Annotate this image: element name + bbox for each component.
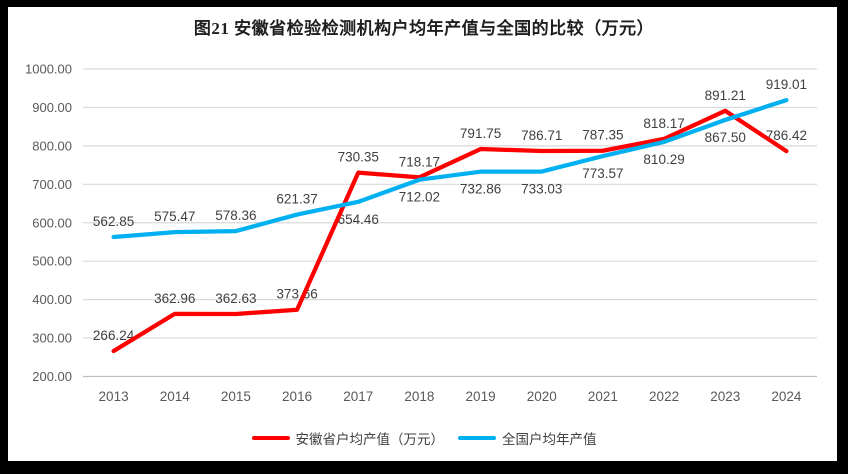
x-tick-label: 2014 <box>160 389 191 404</box>
y-tick-label: 700.00 <box>32 177 72 192</box>
legend-item-anhui: 安徽省户均产值（万元） <box>251 428 445 448</box>
y-tick-label: 300.00 <box>32 331 72 346</box>
legend-swatch-anhui <box>251 436 290 440</box>
data-label-anhui: 373.66 <box>276 287 317 302</box>
data-label-anhui: 718.17 <box>399 154 440 169</box>
y-tick-label: 900.00 <box>32 100 72 115</box>
data-label-national: 810.29 <box>643 152 684 167</box>
y-tick-label: 500.00 <box>32 254 72 269</box>
data-label-national: 867.50 <box>705 130 746 145</box>
data-label-national: 578.36 <box>215 208 256 223</box>
data-label-anhui: 891.21 <box>705 88 746 103</box>
x-tick-label: 2021 <box>588 389 618 404</box>
x-tick-label: 2023 <box>710 389 740 404</box>
y-tick-label: 600.00 <box>32 215 72 230</box>
data-label-national: 562.85 <box>93 214 134 229</box>
legend-label-anhui: 安徽省户均产值（万元） <box>295 432 445 447</box>
x-tick-label: 2018 <box>404 389 434 404</box>
y-tick-label: 800.00 <box>32 138 72 153</box>
y-tick-label: 400.00 <box>32 292 72 307</box>
chart-title: 图21 安徽省检验检测机构户均年产值与全国的比较（万元） <box>193 19 655 38</box>
data-label-national: 919.01 <box>766 77 807 92</box>
x-tick-label: 2016 <box>282 389 312 404</box>
x-tick-label: 2013 <box>99 389 129 404</box>
y-tick-label: 200.00 <box>32 369 72 384</box>
x-tick-label: 2022 <box>649 389 679 404</box>
data-label-national: 733.03 <box>521 182 562 197</box>
data-label-anhui: 786.71 <box>521 128 562 143</box>
x-tick-label: 2020 <box>527 389 557 404</box>
data-label-anhui: 266.24 <box>93 328 135 343</box>
data-label-national: 712.02 <box>399 190 440 205</box>
data-label-national: 654.46 <box>338 212 379 227</box>
data-label-anhui: 362.63 <box>215 291 256 306</box>
data-label-anhui: 730.35 <box>338 150 379 165</box>
legend-item-national: 全国户均年产值 <box>458 428 597 448</box>
data-label-anhui: 362.96 <box>154 291 195 306</box>
legend-swatch-national <box>458 436 496 440</box>
legend: 安徽省户均产值（万元） 全国户均年产值 <box>0 428 848 448</box>
x-tick-label: 2024 <box>771 389 802 404</box>
data-label-anhui: 786.42 <box>766 128 807 143</box>
data-label-national: 575.47 <box>154 209 195 224</box>
x-tick-label: 2017 <box>343 389 373 404</box>
series-line-anhui <box>111 108 789 354</box>
y-tick-label: 1000.00 <box>25 62 72 77</box>
legend-label-national: 全国户均年产值 <box>502 432 597 447</box>
data-label-national: 773.57 <box>582 166 623 181</box>
series-line-national <box>111 98 789 240</box>
data-label-national: 732.86 <box>460 182 501 197</box>
x-tick-label: 2015 <box>221 389 251 404</box>
x-tick-label: 2019 <box>466 389 496 404</box>
data-label-anhui: 787.35 <box>582 128 623 143</box>
data-label-anhui: 791.75 <box>460 126 501 141</box>
data-label-national: 621.37 <box>276 192 317 207</box>
data-label-anhui: 818.17 <box>643 116 684 131</box>
